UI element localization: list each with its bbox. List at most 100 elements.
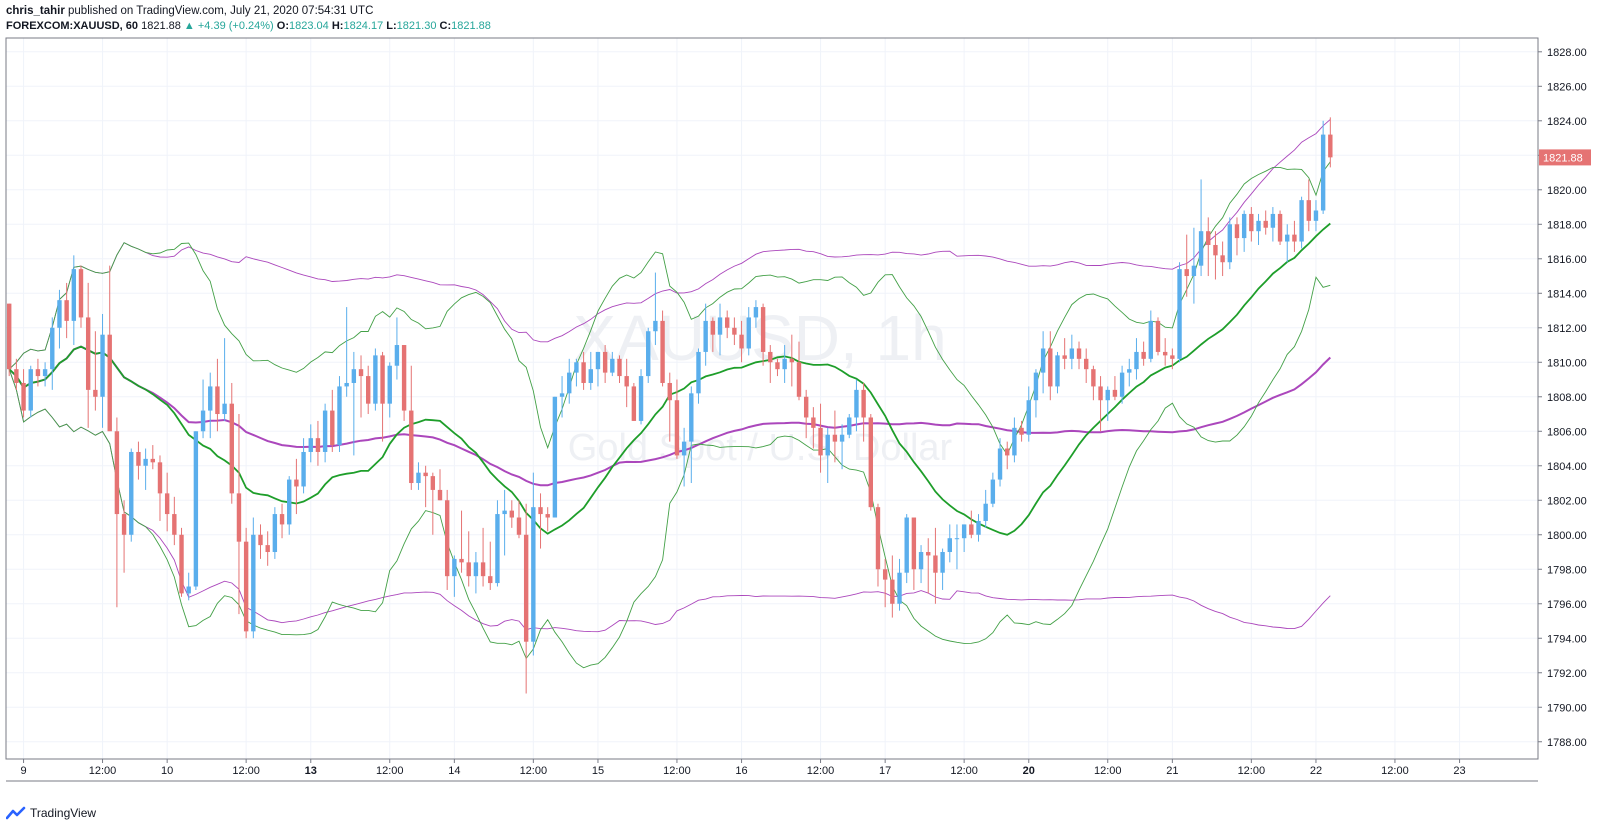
candle-down[interactable] — [911, 517, 917, 590]
candle-down[interactable] — [380, 351, 385, 442]
candle-down[interactable] — [1048, 331, 1053, 401]
candle-down[interactable] — [265, 531, 270, 566]
candle-up[interactable] — [1026, 386, 1031, 442]
candle-up[interactable] — [186, 572, 191, 601]
candle-up[interactable] — [222, 338, 227, 421]
candle-down[interactable] — [423, 465, 428, 508]
candle-up[interactable] — [847, 414, 852, 439]
candle-down[interactable] — [35, 358, 41, 387]
candle-up[interactable] — [502, 489, 507, 556]
candle-down[interactable] — [760, 303, 766, 366]
candle-down[interactable] — [229, 382, 234, 504]
candle-down[interactable] — [330, 389, 335, 452]
candle-up[interactable] — [416, 462, 421, 490]
candle-down[interactable] — [1263, 210, 1268, 235]
candle-down[interactable] — [875, 503, 881, 587]
candle-down[interactable] — [1292, 220, 1297, 252]
candle-up[interactable] — [337, 376, 342, 452]
candle-down[interactable] — [215, 358, 220, 432]
candle-up[interactable] — [1320, 120, 1326, 214]
candle-down[interactable] — [7, 303, 12, 377]
candle-down[interactable] — [509, 500, 514, 528]
candle-up[interactable] — [129, 448, 134, 542]
candle-up[interactable] — [100, 313, 105, 428]
candle-up[interactable] — [28, 365, 33, 418]
candle-up[interactable] — [301, 438, 306, 494]
candle-up[interactable] — [983, 489, 988, 528]
candle-down[interactable] — [1162, 338, 1168, 366]
candle-down[interactable] — [85, 282, 91, 428]
candle-down[interactable] — [710, 317, 716, 352]
candle-up[interactable] — [344, 307, 349, 397]
candle-up[interactable] — [825, 427, 830, 484]
candle-down[interactable] — [444, 489, 450, 590]
candle-down[interactable] — [796, 341, 802, 401]
candle-down[interactable] — [136, 441, 141, 480]
candle-down[interactable] — [488, 541, 493, 590]
candle-down[interactable] — [164, 472, 170, 532]
candle-up[interactable] — [918, 545, 924, 584]
symbol-title[interactable]: FOREXCOM:XAUUSD, 60 — [6, 20, 139, 32]
candle-up[interactable] — [200, 379, 206, 439]
candle-up[interactable] — [57, 289, 62, 349]
candle-up[interactable] — [208, 372, 213, 439]
candle-up[interactable] — [394, 317, 400, 380]
candle-up[interactable] — [552, 396, 558, 518]
candle-up[interactable] — [1241, 210, 1247, 252]
candle-down[interactable] — [818, 403, 823, 473]
candle-up[interactable] — [904, 514, 909, 584]
candle-up[interactable] — [1285, 224, 1290, 263]
candle-up[interactable] — [1148, 310, 1154, 363]
candle-up[interactable] — [373, 348, 378, 411]
candle-down[interactable] — [64, 282, 69, 339]
candle-down[interactable] — [1184, 234, 1189, 297]
candle-down[interactable] — [236, 414, 242, 615]
candle-down[interactable] — [409, 365, 414, 490]
candle-down[interactable] — [243, 527, 249, 639]
candle-down[interactable] — [667, 372, 672, 442]
candle-up[interactable] — [1119, 365, 1125, 404]
candle-down[interactable] — [660, 310, 665, 387]
candle-down[interactable] — [926, 538, 931, 594]
candle-up[interactable] — [689, 386, 694, 484]
candle-down[interactable] — [545, 507, 550, 532]
candle-up[interactable] — [559, 376, 565, 418]
candle-up[interactable] — [574, 358, 579, 387]
candle-down[interactable] — [480, 527, 486, 587]
candle-up[interactable] — [990, 472, 996, 508]
candle-down[interactable] — [107, 265, 112, 432]
candle-up[interactable] — [976, 514, 981, 542]
candle-up[interactable] — [287, 476, 292, 535]
candle-down[interactable] — [739, 320, 744, 363]
candle-down[interactable] — [832, 410, 838, 463]
tradingview-logo[interactable]: TradingView — [6, 806, 96, 820]
candle-up[interactable] — [272, 507, 278, 559]
candle-down[interactable] — [1206, 217, 1211, 277]
candle-down[interactable] — [157, 455, 163, 521]
candle-up[interactable] — [1033, 369, 1039, 418]
candle-up[interactable] — [696, 348, 701, 404]
candle-down[interactable] — [523, 503, 529, 694]
candle-down[interactable] — [732, 317, 737, 346]
candle-up[interactable] — [351, 351, 357, 456]
candle-up[interactable] — [1069, 334, 1075, 370]
candle-up[interactable] — [1012, 417, 1017, 463]
candle-down[interactable] — [1170, 348, 1175, 370]
candle-down[interactable] — [811, 407, 816, 449]
candle-down[interactable] — [1328, 117, 1333, 168]
candle-up[interactable] — [322, 403, 328, 463]
candle-up[interactable] — [1055, 351, 1060, 394]
candle-up[interactable] — [1299, 196, 1304, 249]
candle-up[interactable] — [703, 303, 708, 366]
candle-up[interactable] — [387, 362, 392, 418]
candle-up[interactable] — [1127, 358, 1132, 387]
candle-down[interactable] — [1141, 341, 1146, 366]
candle-down[interactable] — [1005, 441, 1010, 470]
candle-up[interactable] — [308, 424, 313, 463]
candle-up[interactable] — [1040, 331, 1046, 394]
candle-down[interactable] — [1155, 317, 1161, 356]
candle-up[interactable] — [947, 524, 952, 563]
candle-down[interactable] — [617, 355, 622, 383]
candle-down[interactable] — [1220, 241, 1225, 277]
candle-up[interactable] — [839, 424, 845, 470]
